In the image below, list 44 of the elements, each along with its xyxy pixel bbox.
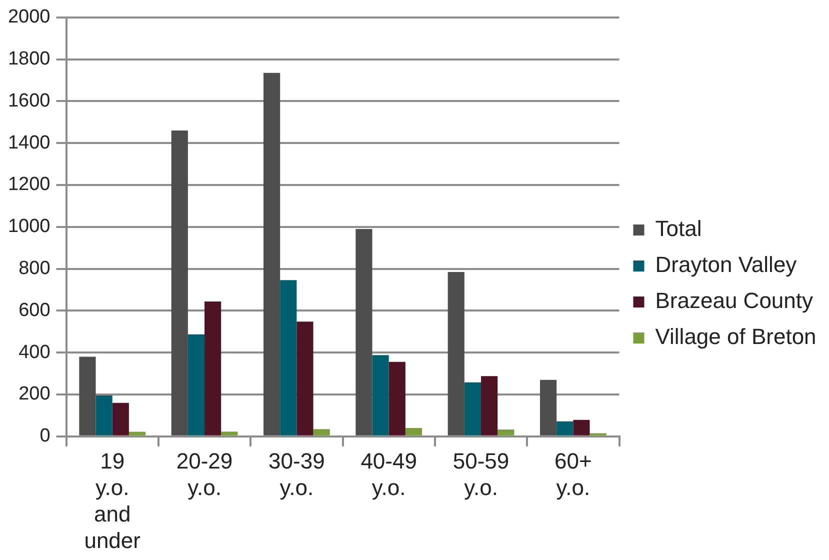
legend-label: Total xyxy=(655,216,702,242)
bar xyxy=(264,72,280,436)
bar xyxy=(171,130,188,436)
bar xyxy=(464,382,482,436)
y-tick-label: 600 xyxy=(18,300,50,321)
y-tick-label: 400 xyxy=(18,342,50,363)
y-tick-label: 1400 xyxy=(8,132,50,154)
legend-label: Village of Breton xyxy=(655,324,816,350)
bar xyxy=(112,402,129,436)
x-tick-label: 60+ y.o. xyxy=(554,448,592,500)
bar xyxy=(556,421,574,436)
bar xyxy=(540,380,557,436)
y-tick-label: 1600 xyxy=(8,90,50,112)
bar xyxy=(188,334,205,436)
bar xyxy=(221,432,238,436)
y-tick-label: 0 xyxy=(40,426,50,447)
y-tick-label: 1200 xyxy=(8,174,50,196)
bar xyxy=(356,228,372,436)
x-tick-label: 20-29 y.o. xyxy=(176,448,233,500)
bar xyxy=(405,428,422,436)
y-tick-label: 200 xyxy=(18,384,50,405)
y-tick-label: 800 xyxy=(18,258,50,280)
y-tick-label: 2000 xyxy=(8,6,50,28)
bar xyxy=(448,272,464,436)
legend-label: Drayton Valley xyxy=(655,252,797,278)
y-tick-label: 1800 xyxy=(8,48,50,70)
bar xyxy=(573,420,590,436)
bar xyxy=(313,429,330,436)
bar xyxy=(498,429,514,436)
x-tick-label: 19 y.o. and under xyxy=(84,448,140,553)
x-tick-label: 50-59 y.o. xyxy=(452,448,510,500)
bar xyxy=(481,376,498,436)
bar xyxy=(128,432,146,436)
bar xyxy=(372,355,389,436)
bar xyxy=(96,396,112,436)
x-tick-label: 30-39 y.o. xyxy=(268,448,325,500)
bar xyxy=(280,280,297,436)
bar xyxy=(296,322,314,436)
bar xyxy=(79,356,96,436)
x-tick-label: 40-49 y.o. xyxy=(360,448,417,500)
bar xyxy=(388,362,406,436)
legend-label: Brazeau County xyxy=(655,288,814,314)
bar xyxy=(204,301,222,436)
y-tick-label: 1000 xyxy=(8,216,50,238)
